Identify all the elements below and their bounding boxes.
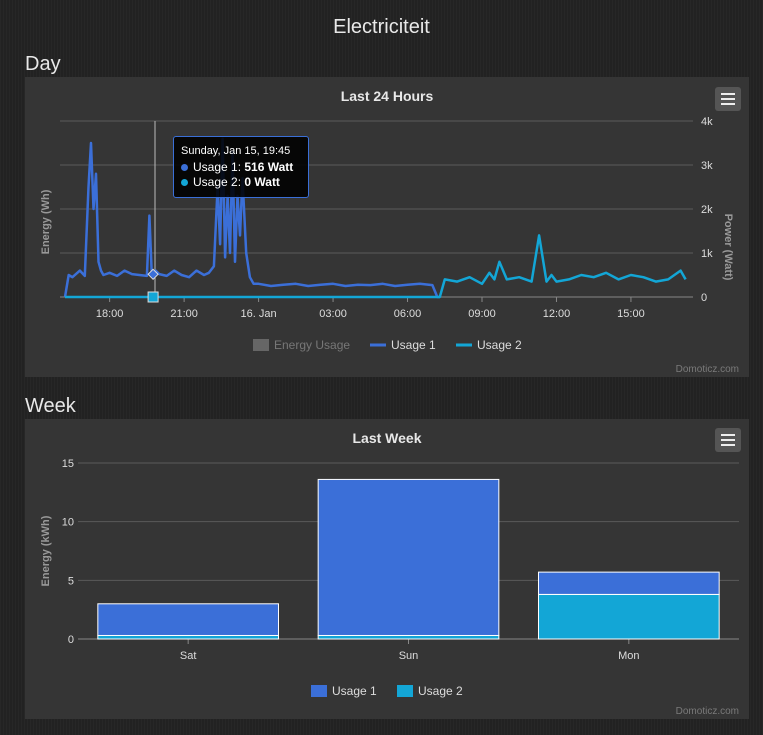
week-x-tick-label: Mon <box>618 650 639 662</box>
day-y-tick-label: 4k <box>701 116 713 128</box>
day-menu-button[interactable] <box>715 87 741 111</box>
section-label-day: Day <box>25 53 61 75</box>
week-legend-item-2[interactable]: Usage 2 <box>397 684 463 698</box>
day-x-tick-label: 15:00 <box>617 308 645 320</box>
hover-marker-usage2 <box>147 291 159 303</box>
day-x-tick-label: 16. Jan <box>241 308 277 320</box>
section-label-week: Week <box>25 395 76 417</box>
week-bar-mon-usage1[interactable] <box>537 571 720 595</box>
day-chart-panel: Last 24 Hours 4k 3k 2k 1k 0 18:00 21:00 16. Jan… <box>25 77 749 377</box>
credit-day: Domoticz.com <box>676 364 739 375</box>
day-y-tick-label: 2k <box>701 204 713 216</box>
week-y-tick-label: 0 <box>68 634 74 646</box>
usage2-dot-icon <box>181 179 188 186</box>
day-legend-item-2[interactable]: Usage 1 <box>370 338 436 352</box>
week-y-tick-label: 10 <box>62 517 74 529</box>
day-series-line-2 <box>65 234 687 299</box>
svg-text:Usage 2: Usage 2 <box>418 684 463 698</box>
week-bar-sat-usage1[interactable] <box>97 603 280 636</box>
day-x-tick-label: 03:00 <box>319 308 347 320</box>
day-chart: Last 24 Hours 4k 3k 2k 1k 0 18:00 21:00 16. Jan… <box>40 88 739 375</box>
day-tooltip: Sunday, Jan 15, 19:45 Usage 1: 516 Watt … <box>173 136 309 198</box>
day-y-tick-label: 1k <box>701 248 713 260</box>
svg-text:Usage 1: Usage 1 <box>391 338 436 352</box>
week-chart: Last Week 0 5 10 15 Sat Sun Mon Energy (kWh) U… <box>40 430 739 717</box>
tooltip-usage1: Usage 1: 516 Watt <box>181 160 308 175</box>
week-y-tick-label: 5 <box>68 575 74 587</box>
tooltip-date: Sunday, Jan 15, 19:45 <box>181 145 291 157</box>
day-y-tick-label: 0 <box>701 292 707 304</box>
day-x-tick-label: 09:00 <box>468 308 496 320</box>
day-x-tick-label: 18:00 <box>96 308 124 320</box>
day-series-line-1 <box>63 137 440 299</box>
day-x-tick-label: 06:00 <box>394 308 422 320</box>
day-y-tick-label: 3k <box>701 160 713 172</box>
page-title: Electriciteit <box>333 16 430 38</box>
hover-marker-usage1 <box>147 268 159 281</box>
svg-text:Usage 1: Usage 1 <box>332 684 377 698</box>
week-menu-button[interactable] <box>715 428 741 452</box>
week-y-tick-label: 15 <box>62 458 74 470</box>
day-ylabel-right: Power (Watt) <box>722 214 734 281</box>
svg-text:Energy Usage: Energy Usage <box>274 338 350 352</box>
day-legend-item-3[interactable]: Usage 2 <box>456 338 522 352</box>
week-x-tick-label: Sat <box>180 650 197 662</box>
week-chart-title: Last Week <box>353 430 422 446</box>
week-bar-sun-usage1[interactable] <box>317 478 500 636</box>
day-ylabel-left: Energy (Wh) <box>40 189 52 254</box>
day-chart-title: Last 24 Hours <box>341 88 434 104</box>
day-legend-item-1[interactable]: Energy Usage <box>253 338 350 352</box>
usage1-dot-icon <box>181 164 188 171</box>
tooltip-usage2: Usage 2: 0 Watt <box>181 175 308 190</box>
day-x-tick-label: 21:00 <box>170 308 198 320</box>
week-bar-sun-usage2[interactable] <box>317 634 500 640</box>
credit-week: Domoticz.com <box>676 706 739 717</box>
week-bar-sat-usage2[interactable] <box>97 634 280 640</box>
week-ylabel: Energy (kWh) <box>40 515 52 586</box>
week-bar-mon-usage2[interactable] <box>537 593 720 640</box>
week-x-tick-label: Sun <box>399 650 419 662</box>
day-x-tick-label: 12:00 <box>543 308 571 320</box>
svg-text:Usage 2: Usage 2 <box>477 338 522 352</box>
week-chart-panel: Last Week 0 5 10 15 Sat Sun Mon Energy (kWh) U… <box>25 419 749 719</box>
week-legend-item-1[interactable]: Usage 1 <box>311 684 377 698</box>
